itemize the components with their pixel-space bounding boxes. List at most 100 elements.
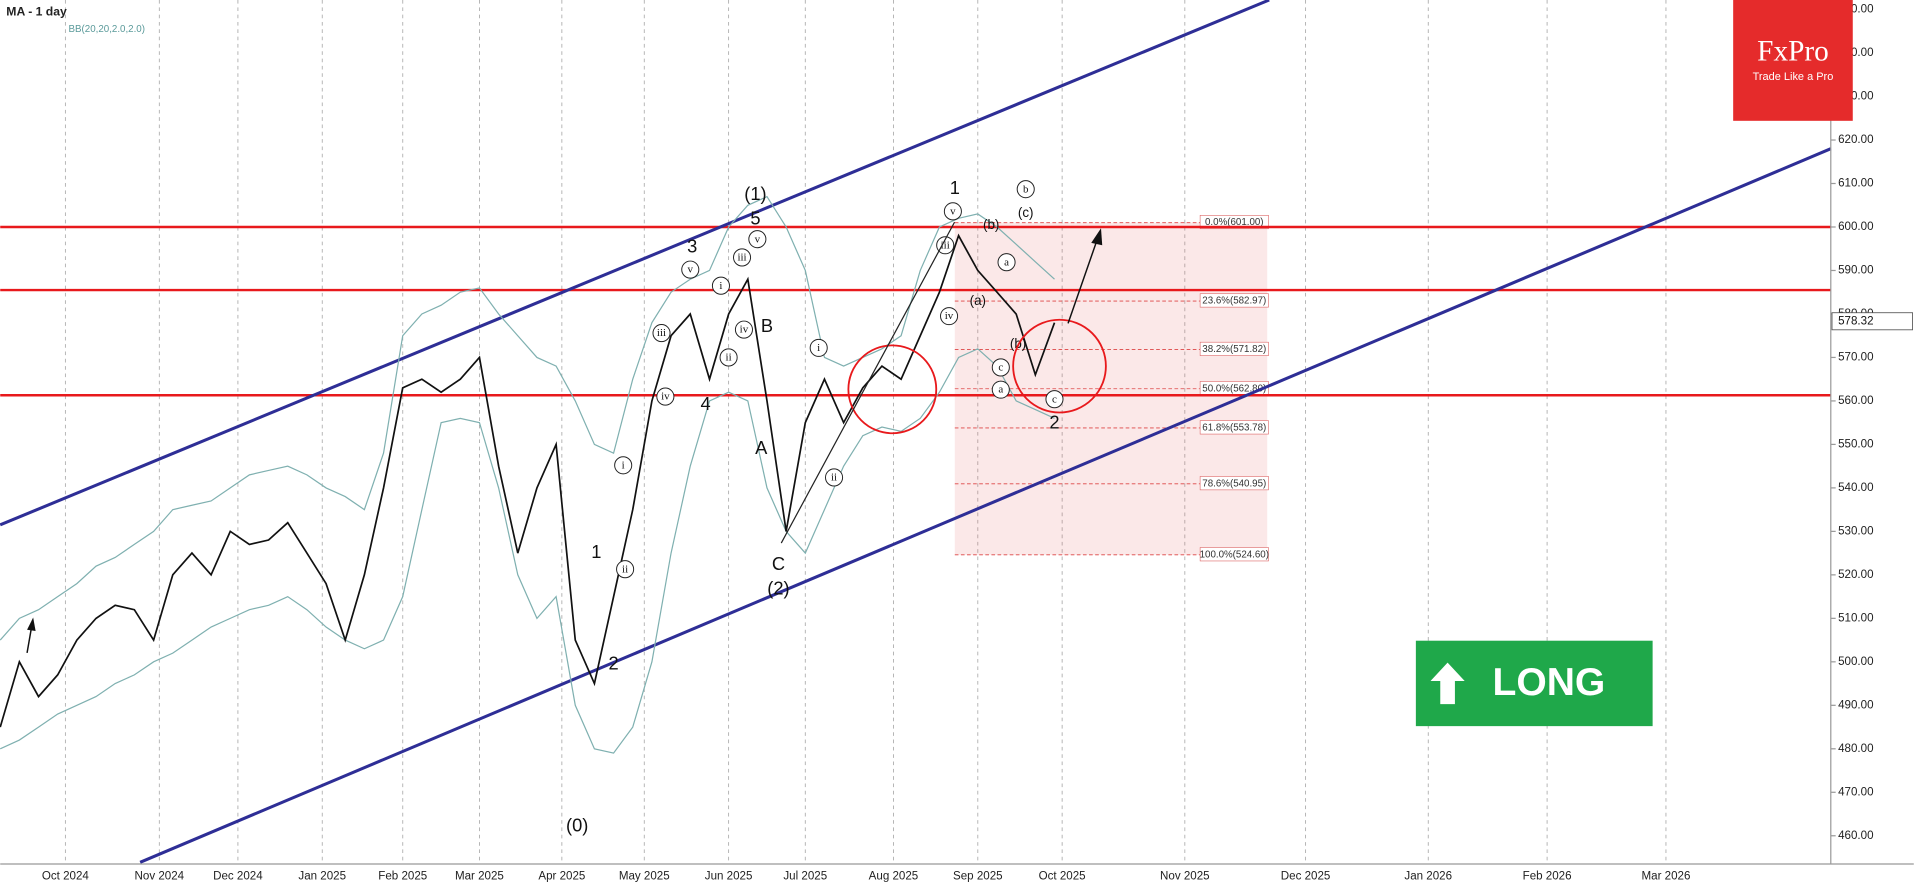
fib-label-box (1199, 476, 1269, 491)
channel-line (0, 0, 1270, 527)
fib-label: 100.0%(524.60) (1200, 549, 1269, 560)
y-tick-label: 610.00 (1838, 178, 1873, 190)
wave-label: i (817, 342, 820, 354)
y-tick-label: 590.00 (1838, 265, 1873, 277)
fib-label-box (1199, 215, 1269, 230)
x-tick-label: Jun 2025 (705, 870, 753, 882)
y-tick-label: 530.00 (1838, 525, 1873, 537)
x-tick-label: May 2025 (619, 870, 670, 882)
wave-label: (b) (983, 217, 999, 232)
wave-circle (681, 260, 700, 279)
wave-label: 2 (1049, 411, 1059, 432)
x-tick-label: Jan 2025 (298, 870, 346, 882)
wave-label: B (761, 315, 773, 336)
fib-label-box (1199, 341, 1269, 356)
x-tick-label: Mar 2026 (1641, 870, 1690, 882)
wave-label: (1) (744, 183, 766, 204)
fib-label-box (1199, 547, 1269, 562)
fib-label: 61.8%(553.78) (1202, 423, 1266, 434)
x-tick-label: Oct 2025 (1039, 870, 1086, 882)
wave-circle (1045, 390, 1064, 409)
y-tick-label: 460.00 (1838, 830, 1873, 842)
wave-label: 5 (750, 207, 760, 228)
wave-label: b (1023, 183, 1029, 195)
wave-circle (616, 560, 635, 579)
wave-label: i (719, 280, 722, 292)
wave-circle (734, 320, 753, 339)
wave-circle (936, 236, 955, 255)
wave-label: ii (726, 352, 732, 364)
y-tick-label: 560.00 (1838, 395, 1873, 407)
long-badge (1415, 640, 1653, 727)
indicator-label: BB(20,20,2.0,2.0) (69, 24, 145, 35)
wave-line (780, 221, 956, 544)
wave-label: iv (945, 310, 954, 322)
arrow-head (27, 617, 36, 631)
x-tick-label: Sep 2025 (953, 870, 1003, 882)
wave-label: iii (941, 239, 950, 251)
fib-label: 0.0%(601.00) (1205, 217, 1264, 228)
wave-circle (991, 380, 1010, 399)
wave-circle (733, 248, 752, 267)
wave-label: 1 (950, 177, 960, 198)
wave-label: (2) (767, 577, 789, 598)
x-tick-label: Jul 2025 (783, 870, 827, 882)
highlight-circle (847, 344, 938, 435)
wave-label: 4 (701, 393, 711, 414)
wave-circle (719, 348, 738, 367)
fib-label: 23.6%(582.97) (1202, 296, 1266, 307)
x-tick-label: Dec 2024 (213, 870, 263, 882)
fib-label: 38.2%(571.82) (1202, 344, 1266, 355)
last-price-box (1831, 312, 1913, 331)
x-tick-label: Aug 2025 (869, 870, 919, 882)
fib-label-box (1199, 420, 1269, 435)
badge-arrow (1430, 662, 1465, 705)
wave-circle (652, 324, 671, 343)
wave-label: iii (737, 252, 746, 264)
wave-label: iv (661, 391, 670, 403)
logo-name: FxPro (1757, 35, 1829, 67)
wave-label: iv (740, 324, 749, 336)
x-tick-label: Nov 2024 (135, 870, 185, 882)
y-tick-label: 500.00 (1838, 656, 1873, 668)
y-tick-label: 650.00 (1838, 4, 1873, 16)
wave-label: ii (622, 563, 628, 575)
logo-tagline: Trade Like a Pro (1753, 71, 1834, 83)
x-tick-label: Nov 2025 (1160, 870, 1210, 882)
wave-label: iii (657, 327, 666, 339)
logo-box (1733, 0, 1853, 121)
x-tick-label: Apr 2025 (538, 870, 585, 882)
annotations: (1)534BAC(2)12(0)12viiiiviiiiviiiviiiiii… (566, 177, 1064, 835)
x-tick-label: Mar 2025 (455, 870, 504, 882)
badge-text: LONG (1492, 661, 1605, 704)
wave-circle (997, 253, 1016, 272)
wave-label: C (772, 553, 785, 574)
wave-circle (614, 456, 633, 475)
wave-label: a (998, 384, 1003, 396)
wave-label: v (755, 233, 761, 245)
axes: 460.00470.00480.00490.00500.00510.00520.… (42, 4, 1913, 882)
wave-label: (c) (1018, 205, 1034, 220)
price-line (0, 233, 1056, 728)
lines (0, 0, 1832, 864)
fib-label: 50.0%(562.80) (1202, 383, 1266, 394)
wave-label: (a) (970, 293, 986, 308)
band-line (0, 348, 1055, 754)
wave-circle (711, 276, 730, 295)
y-tick-label: 550.00 (1838, 438, 1873, 450)
y-tick-label: 600.00 (1838, 221, 1873, 233)
wave-label: c (998, 362, 1003, 374)
y-tick-label: 480.00 (1838, 743, 1873, 755)
y-tick-label: 520.00 (1838, 569, 1873, 581)
wave-label: v (950, 205, 956, 217)
wave-label: ii (831, 472, 837, 484)
x-tick-label: Jan 2026 (1404, 870, 1452, 882)
wave-circle (748, 230, 767, 249)
wave-label: a (1004, 256, 1009, 268)
wave-label: 3 (687, 236, 697, 257)
highlight-circle (1012, 318, 1107, 414)
wave-circle (991, 358, 1010, 377)
wave-circle (943, 202, 962, 221)
